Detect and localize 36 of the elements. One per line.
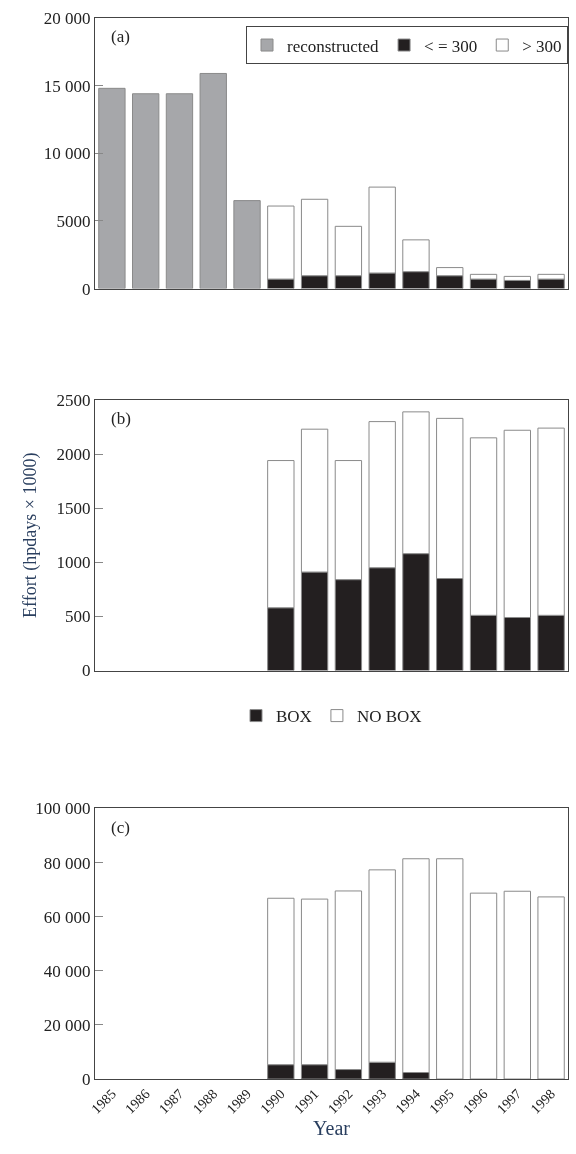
legend-label: NO BOX [356,707,422,727]
bar [199,72,227,289]
y-axis-title: Effort (hpdays × 1000) [19,452,41,618]
legend-label: reconstructed [287,36,380,56]
y-tick-label: 0 [82,279,91,299]
y-tick-label: 2000 [56,445,91,465]
y-tick-label: 40 000 [43,961,91,981]
y-tick-label: 1500 [56,499,91,519]
bar [132,93,160,289]
legend-label: < = 300 [424,36,478,56]
annotation: (a) [111,27,130,46]
bar [165,93,194,289]
legend-label: > 300 [522,36,562,56]
y-tick-label: 15 000 [43,76,91,96]
x-axis-title: Year [313,1116,351,1139]
y-tick-label: 60 000 [43,907,91,927]
y-tick-label: 100 000 [35,799,91,819]
annotation: (b) [111,409,131,428]
bar [503,890,531,1079]
y-tick-label: 80 000 [43,853,91,873]
y-tick-label: 1000 [56,553,91,573]
bar [233,200,261,289]
y-tick-label: 20 000 [43,8,91,28]
legend-label: BOX [276,707,312,727]
y-tick-label: 5000 [56,211,91,231]
bar [469,892,498,1079]
bar [436,858,464,1079]
y-tick-label: 20 000 [43,1015,91,1035]
y-tick-label: 10 000 [43,144,91,164]
bar [537,896,565,1079]
y-tick-label: 0 [82,661,91,681]
y-tick-label: 0 [82,1069,91,1089]
y-tick-label: 2500 [56,390,91,410]
y-tick-label: 500 [65,607,91,627]
annotation: (c) [111,818,130,837]
bar [98,87,126,289]
